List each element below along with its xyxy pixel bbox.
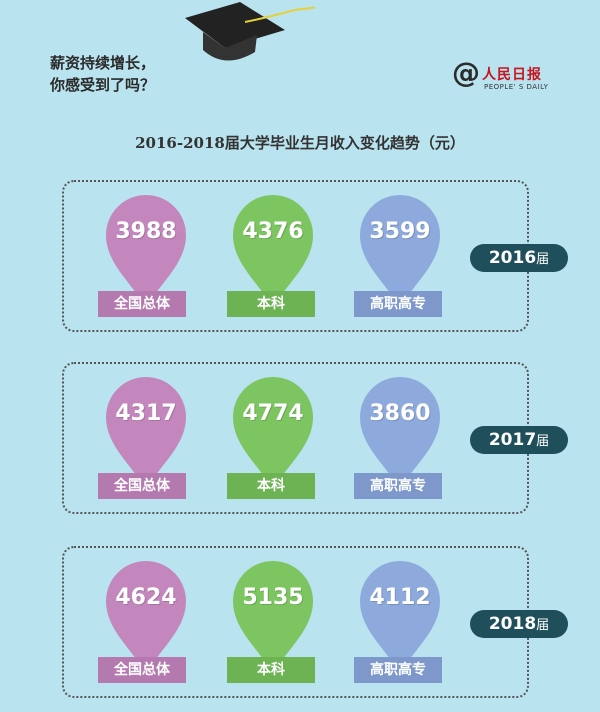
salary-value: 4317 (115, 401, 177, 426)
category-label: 全国总体 (98, 473, 186, 499)
category-label: 高职高专 (354, 473, 442, 499)
headline-line-1: 薪资持续增长， (50, 54, 156, 72)
salary-value: 4774 (242, 401, 304, 426)
year-badge: 2016届 (470, 244, 568, 272)
salary-pin: 4774 (230, 374, 316, 492)
logo-at-mark: @ (452, 56, 480, 89)
salary-value: 3599 (369, 219, 431, 244)
category-label: 本科 (227, 657, 315, 683)
chart-title: 2016-2018届大学毕业生月收入变化趋势（元） (135, 134, 465, 152)
year-badge: 2018届 (470, 610, 568, 638)
salary-value: 4376 (242, 219, 304, 244)
salary-pin: 4624 (103, 558, 189, 676)
headline: 薪资持续增长， 你感受到了吗？ (50, 52, 155, 96)
category-label: 全国总体 (98, 291, 186, 317)
salary-value: 3988 (115, 219, 177, 244)
year-suffix: 届 (536, 618, 550, 633)
salary-pin: 3860 (357, 374, 443, 492)
year-suffix: 届 (536, 434, 550, 449)
year-number: 2018 (488, 614, 537, 634)
salary-value: 3860 (369, 401, 431, 426)
salary-pin: 4112 (357, 558, 443, 676)
year-suffix: 届 (536, 252, 550, 267)
category-label: 本科 (227, 473, 315, 499)
salary-value: 4624 (115, 585, 177, 610)
year-number: 2016 (488, 248, 537, 268)
salary-pin: 5135 (230, 558, 316, 676)
headline-line-2: 你感受到了吗？ (50, 76, 156, 94)
logo-name: 人民日报 (482, 67, 542, 83)
peoples-daily-logo: @ 人民日报 PEOPLE' S DAILY (452, 56, 562, 102)
category-label: 高职高专 (354, 291, 442, 317)
salary-pin: 3988 (103, 192, 189, 310)
graduation-cap-icon (185, 0, 345, 84)
logo-english: PEOPLE' S DAILY (484, 83, 549, 91)
year-badge: 2017届 (470, 426, 568, 454)
category-label: 高职高专 (354, 657, 442, 683)
year-number: 2017 (488, 430, 537, 450)
salary-pin: 3599 (357, 192, 443, 310)
salary-pin: 4376 (230, 192, 316, 310)
category-label: 全国总体 (98, 657, 186, 683)
category-label: 本科 (227, 291, 315, 317)
salary-pin: 4317 (103, 374, 189, 492)
salary-value: 4112 (369, 585, 431, 610)
salary-value: 5135 (242, 585, 304, 610)
